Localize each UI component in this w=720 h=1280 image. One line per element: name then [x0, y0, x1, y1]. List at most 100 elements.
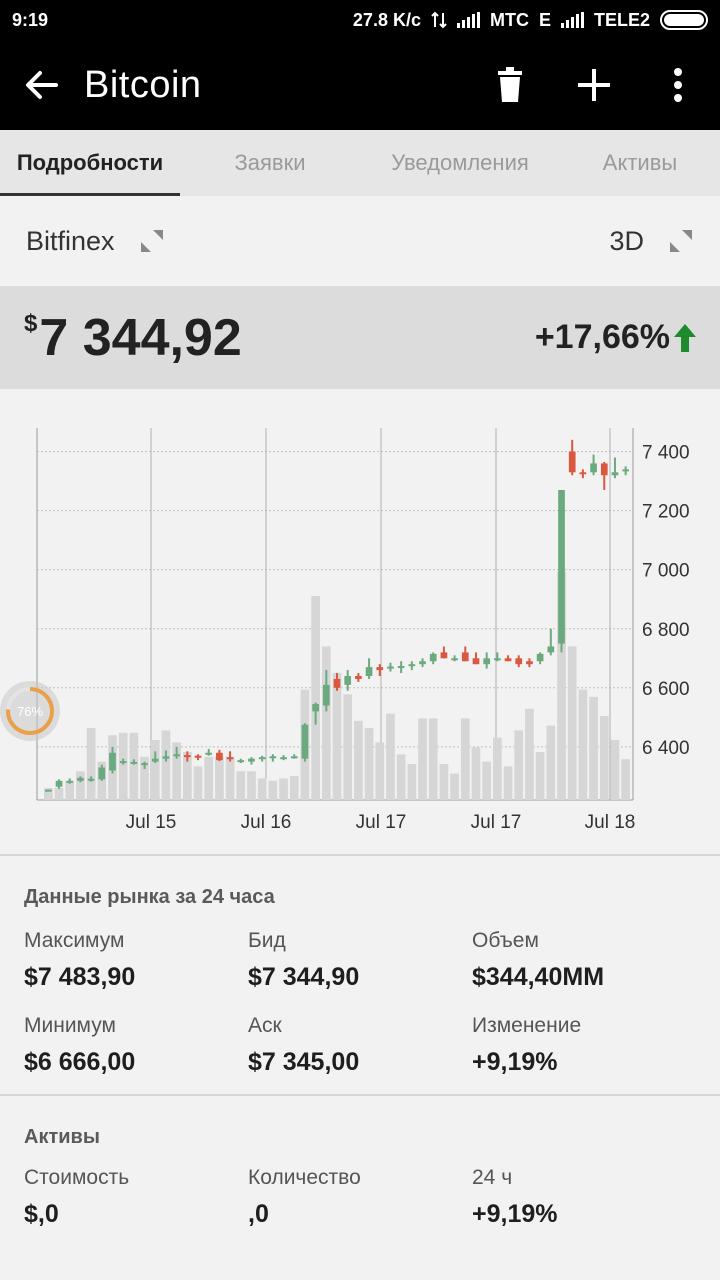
volume-bar	[161, 730, 171, 800]
tab-details[interactable]: Подробности	[0, 130, 180, 196]
volume-bar	[129, 732, 139, 800]
stat-ask: Аск $7 345,00	[248, 1014, 472, 1077]
volume-bar	[567, 646, 577, 800]
candle-body	[547, 646, 555, 653]
candle-body	[611, 472, 619, 476]
candle-body	[408, 664, 416, 667]
volume-bar	[546, 725, 556, 800]
y-tick-label: 6 600	[642, 679, 690, 700]
stat-high: Максимум $7 483,90	[24, 929, 248, 992]
tab-bar: Подробности Заявки Уведомления Активы	[0, 130, 720, 196]
candle-body	[322, 684, 330, 706]
volume-bar	[439, 764, 449, 800]
price-chart[interactable]: 7 400 7 200 7 000 6 800 6 600 6 400 Jul 15 Jul …	[0, 400, 720, 850]
stat-value: ,0	[248, 1200, 269, 1228]
candle-body	[622, 469, 629, 472]
candle-body	[419, 661, 426, 665]
volume-bar	[578, 689, 588, 800]
plus-icon	[578, 69, 610, 101]
page-title: Bitcoin	[84, 63, 202, 106]
overlay-widget[interactable]: 76%	[0, 681, 60, 741]
arrow-up-icon	[674, 323, 696, 352]
volume-bar	[493, 737, 502, 800]
volume-bar	[503, 766, 513, 800]
volume-bar	[279, 778, 288, 800]
candle-body	[461, 652, 469, 662]
stat-value: $344,40MM	[472, 963, 605, 991]
candle-body	[333, 678, 341, 688]
add-button[interactable]	[552, 40, 636, 130]
volume-bar	[471, 747, 481, 800]
volume-bar	[140, 756, 149, 800]
y-tick-label: 7 400	[642, 443, 690, 464]
volume-bar	[204, 756, 214, 800]
x-tick-label: Jul 17	[471, 812, 522, 833]
trash-icon	[498, 67, 522, 102]
price-change: +17,66%	[535, 318, 696, 357]
expand-icon-2[interactable]	[668, 228, 694, 254]
asset-24h: 24 ч +9,19%	[472, 1166, 696, 1229]
stat-label: Изменение	[472, 1014, 582, 1037]
candle-body	[226, 757, 234, 760]
signal-icon-2	[560, 12, 584, 28]
app-bar: Bitcoin	[0, 40, 720, 130]
candle-body	[526, 661, 533, 665]
candle-body	[194, 755, 202, 758]
tab-orders[interactable]: Заявки	[234, 150, 306, 175]
volume-bar	[332, 672, 342, 800]
volume-bar	[311, 596, 320, 800]
tab-notifications[interactable]: Уведомления	[391, 150, 529, 175]
volume-bar	[150, 740, 160, 800]
status-bar: 9:19 27.8 K/c MTC E TELE2	[0, 0, 720, 40]
volume-bar	[215, 756, 224, 800]
back-button[interactable]	[0, 40, 84, 130]
volume-bar	[514, 730, 524, 800]
back-arrow-icon	[26, 71, 58, 99]
candle-body	[515, 658, 523, 665]
period-selector[interactable]: 3D	[609, 225, 644, 256]
volume-bar	[86, 728, 96, 800]
candle-body	[451, 658, 458, 661]
carrier-1-network: E	[538, 9, 551, 30]
status-time: 9:19	[12, 9, 49, 30]
candle-body	[397, 665, 405, 668]
candle-body	[568, 451, 576, 473]
price-change-value: +17,66%	[534, 318, 670, 356]
candle-body	[344, 676, 352, 685]
volume-bar	[247, 771, 256, 800]
candle-body	[237, 760, 245, 763]
y-tick-label: 7 000	[642, 561, 690, 582]
progress-ring-icon: 76%	[6, 687, 54, 735]
candle-body	[365, 667, 373, 676]
expand-icon[interactable]	[139, 228, 165, 254]
stat-value: $7 483,90	[24, 963, 136, 991]
volume-bar	[418, 718, 427, 800]
stat-label: 24 ч	[472, 1166, 513, 1189]
candle-body	[205, 752, 213, 755]
battery-icon	[660, 10, 708, 30]
exchange-row: Bitfinex 3D	[0, 196, 720, 286]
volume-bar	[54, 788, 64, 800]
price-currency: $	[24, 309, 38, 337]
candle-body	[173, 754, 180, 757]
stat-label: Аск	[248, 1014, 282, 1037]
tab-assets[interactable]: Активы	[602, 150, 678, 175]
volume-bar	[257, 778, 267, 800]
volume-bar	[225, 756, 235, 800]
candle-body	[45, 789, 52, 792]
more-options-button[interactable]	[636, 40, 720, 130]
stat-bid: Бид $7 344,90	[248, 929, 472, 992]
candle-body	[483, 658, 491, 665]
volume-bar	[182, 752, 192, 800]
candle-body	[472, 658, 480, 665]
y-tick-label: 6 400	[642, 738, 690, 759]
stat-label: Бид	[248, 929, 286, 952]
candle-body	[355, 676, 362, 679]
volume-bar	[289, 776, 299, 800]
exchange-name[interactable]: Bitfinex	[26, 225, 115, 256]
candle-body	[98, 767, 106, 780]
delete-button[interactable]	[468, 40, 552, 130]
signal-icon	[456, 12, 480, 28]
volume-bar	[610, 740, 620, 800]
volume-bar	[450, 773, 459, 800]
